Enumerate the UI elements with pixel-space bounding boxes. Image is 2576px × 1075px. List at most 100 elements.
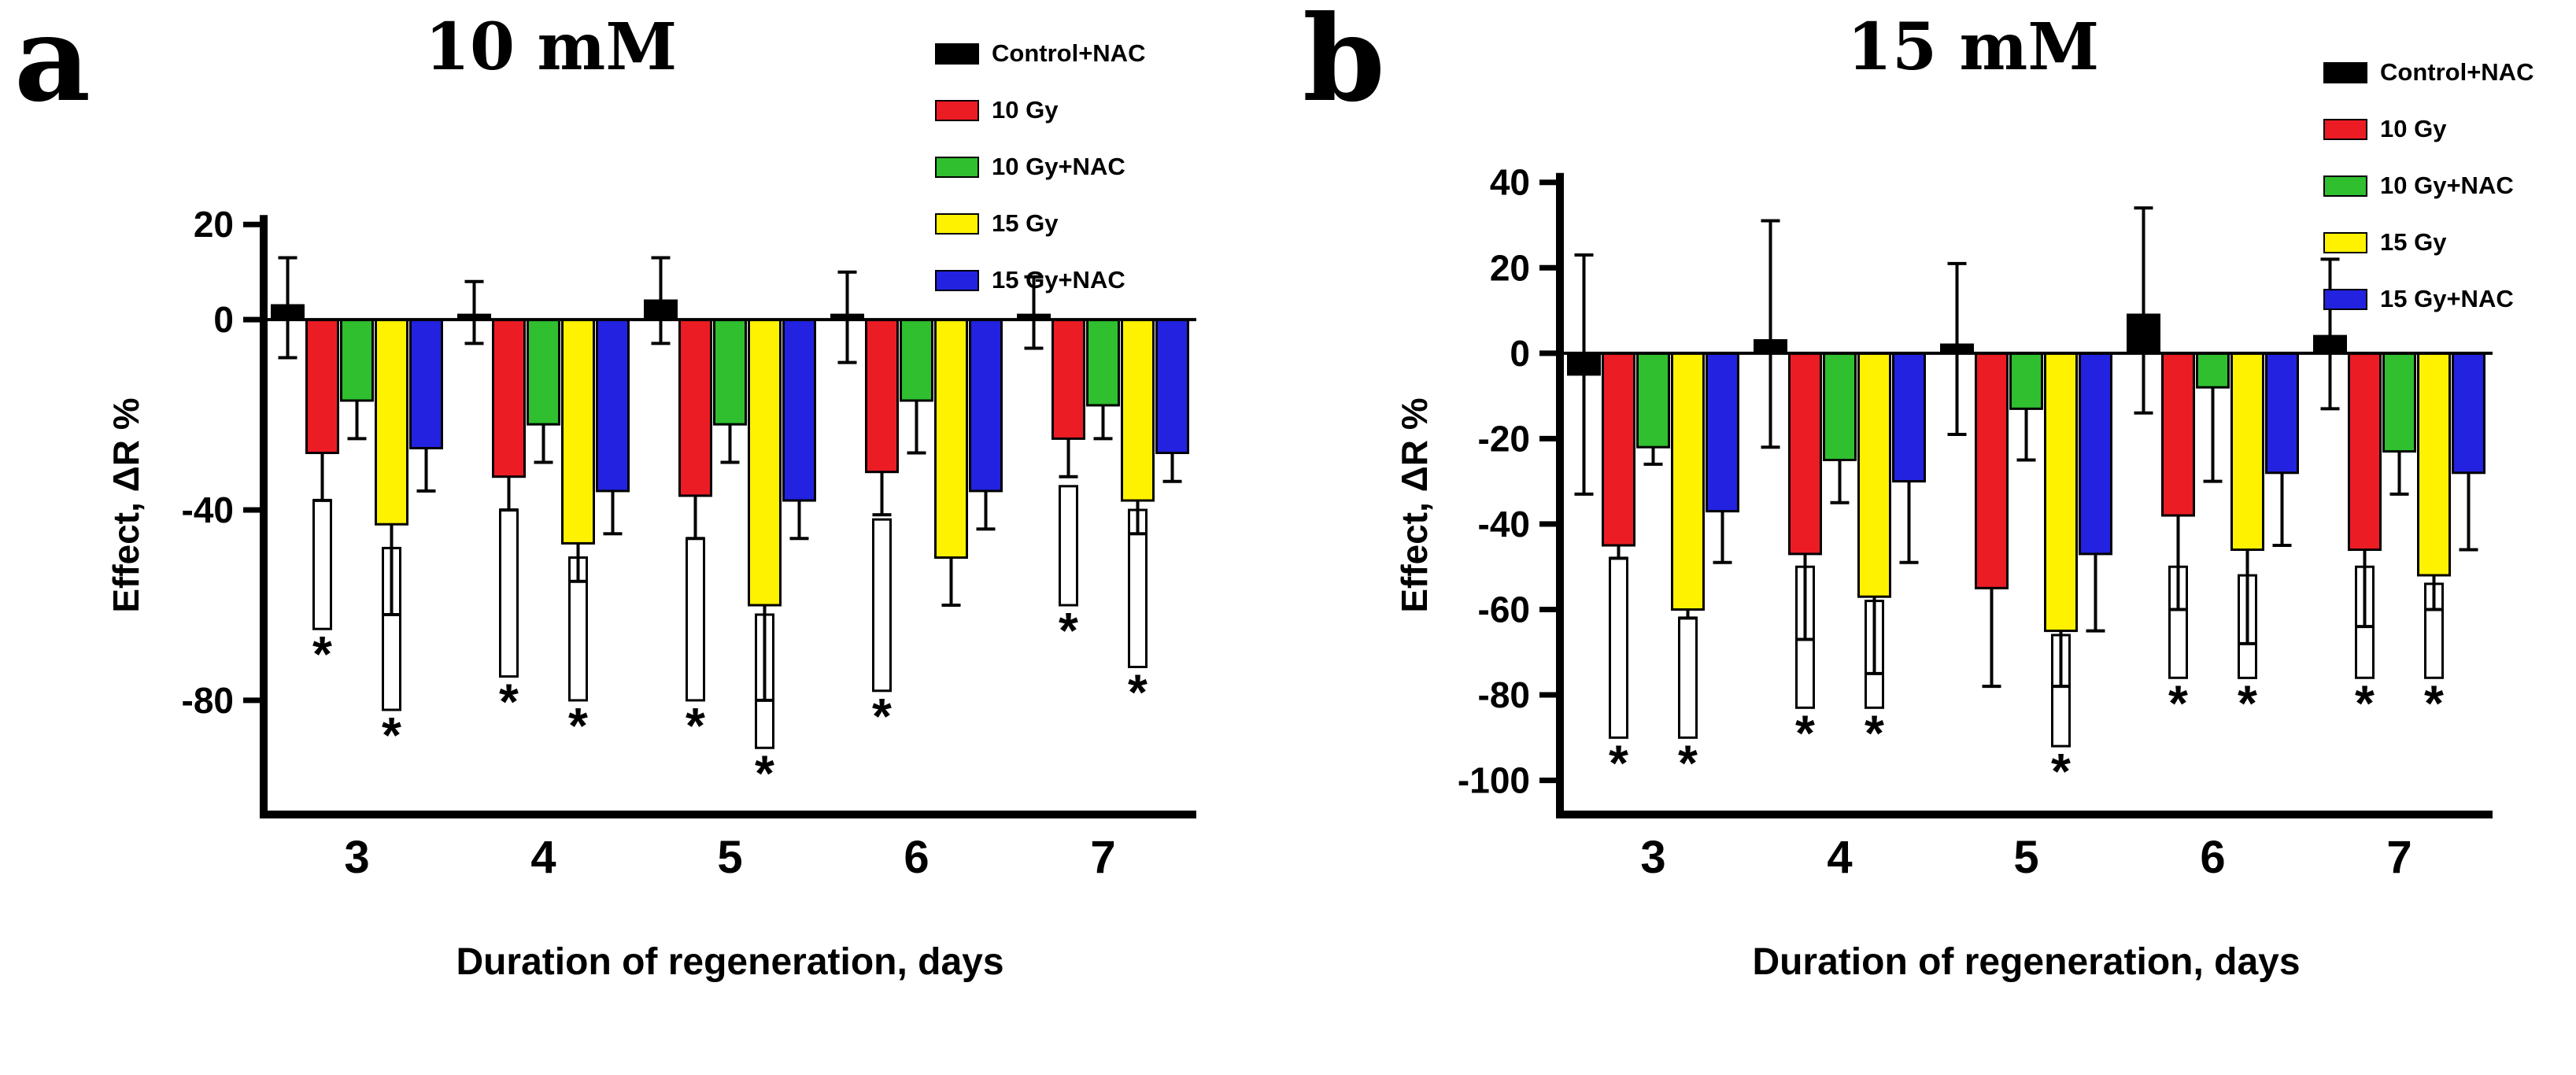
legend-item-15-gy: 15 Gy (2323, 228, 2533, 257)
bar-10-gy-day7 (2348, 352, 2382, 551)
significance-bracket (686, 537, 705, 702)
bar-15-gy-nac-day3 (1706, 352, 1739, 513)
y-tick-label: 20 (194, 204, 234, 245)
bar-15-gy-day6 (2230, 352, 2264, 551)
bar-10-gy-day3 (305, 318, 339, 455)
significance-star: * (568, 697, 588, 754)
significance-star: * (2051, 743, 2071, 800)
legend-item-10-gy: 10 Gy (2323, 115, 2533, 143)
significance-star: * (686, 697, 705, 754)
x-tick-label: 7 (2386, 832, 2412, 883)
bar-10-gy-nac-day7 (1086, 318, 1120, 407)
significance-star: * (2238, 674, 2257, 731)
bar-15-gy-nac-day6 (969, 318, 1003, 493)
x-tick-label: 3 (1640, 832, 1665, 883)
x-tick-label: 5 (2013, 832, 2038, 883)
bar-10-gy-nac-day3 (340, 318, 374, 402)
legend-label: Control+NAC (992, 39, 1146, 67)
bar-10-gy-nac-day6 (2196, 352, 2230, 389)
significance-star: * (1795, 704, 1815, 761)
legend-label: 10 Gy (992, 96, 1059, 124)
significance-star: * (1865, 704, 1884, 761)
x-axis-title-b: Duration of regeneration, days (1752, 941, 2301, 983)
panel-letter-a: a (14, 0, 91, 128)
y-tick-label: 40 (1490, 162, 1530, 203)
legend-item-15-gy-nac: 15 Gy+NAC (2323, 285, 2533, 313)
legend-label: 10 Gy+NAC (2380, 172, 2514, 199)
legend-label: 10 Gy (2380, 115, 2447, 142)
significance-star: * (499, 674, 519, 730)
bar-15-gy-day6 (934, 318, 968, 559)
significance-star: * (382, 707, 401, 763)
y-tick-label: -100 (1458, 760, 1530, 801)
significance-bracket (499, 508, 519, 678)
legend-b: Control+NAC 10 Gy 10 Gy+NAC 15 Gy 15 Gy+NAC (2323, 58, 2533, 313)
x-tick-label: 4 (530, 832, 556, 883)
bar-15-gy-day3 (375, 318, 408, 526)
significance-bracket (312, 499, 332, 630)
bar-15-gy-day7 (2417, 352, 2451, 577)
y-tick-label: -40 (1478, 504, 1530, 545)
panel-title-15mm: 15 mM (1846, 9, 2100, 85)
bar-10-gy-nac-day6 (900, 318, 933, 402)
bar-10-gy-nac-day4 (527, 318, 560, 426)
legend-swatch-icon (935, 156, 979, 178)
y-tick-label: 20 (1490, 247, 1530, 288)
bar-15-gy-nac-day3 (409, 318, 443, 450)
y-tick-label: -20 (1478, 418, 1530, 459)
y-axis-title-a: Effect, ΔR % (105, 397, 146, 613)
legend-swatch-icon (935, 269, 979, 291)
bar-15-gy-nac-day4 (1892, 352, 1926, 483)
significance-star: * (1609, 734, 1628, 791)
significance-star: * (2168, 674, 2188, 731)
y-tick-label: -40 (182, 489, 234, 530)
legend-item-control-nac: Control+NAC (935, 39, 1145, 68)
bar-10-gy-day7 (1051, 318, 1085, 440)
bar-15-gy-day7 (1121, 318, 1155, 502)
legend-swatch-icon (2323, 231, 2367, 253)
bar-15-gy-day5 (748, 318, 782, 607)
significance-star: * (872, 688, 892, 744)
x-tick-label: 7 (1090, 832, 1115, 883)
significance-bracket (1609, 556, 1628, 739)
legend-swatch-icon (935, 212, 979, 235)
significance-star: * (2355, 674, 2375, 731)
x-tick-label: 3 (344, 832, 369, 883)
bar-10-gy-nac-day7 (2382, 352, 2416, 453)
legend-swatch-icon (935, 99, 979, 121)
panel-letter-b: b (1303, 0, 1385, 128)
x-tick-label: 6 (2200, 832, 2225, 883)
chart-b-plot: * * * * * * * * * 40 20 0 -20 -40 -60 -80 -100 3 4 5 6 7 (1458, 162, 2493, 883)
bar-15-gy-day4 (561, 318, 595, 545)
significance-bracket (872, 518, 892, 693)
legend-item-10-gy: 10 Gy (935, 96, 1145, 124)
bar-15-gy-nac-day4 (596, 318, 630, 493)
significance-star: * (1128, 664, 1148, 721)
legend-swatch-icon (2323, 175, 2367, 197)
bar-10-gy-nac-day4 (1823, 352, 1857, 461)
bar-10-gy-day5 (678, 318, 712, 497)
legend-swatch-icon (2323, 61, 2367, 83)
x-tick-label: 5 (717, 832, 742, 883)
significance-bracket (1059, 485, 1078, 607)
significance-star: * (2424, 674, 2444, 731)
significance-star: * (755, 744, 774, 801)
legend-item-10-gy-nac: 10 Gy+NAC (2323, 172, 2533, 200)
bar-15-gy-day4 (1857, 352, 1891, 598)
legend-label: 15 Gy+NAC (2380, 285, 2514, 312)
chart-a-plot: * * * * * * * * * 20 0 -40 -80 3 4 5 6 7 (182, 204, 1196, 883)
legend-label: 15 Gy (992, 209, 1059, 237)
y-tick-label: -80 (182, 680, 234, 721)
bar-10-gy-day5 (1975, 352, 2009, 589)
bar-15-gy-nac-day5 (782, 318, 816, 502)
bar-10-gy-nac-day5 (713, 318, 747, 426)
significance-star: * (312, 626, 332, 682)
significance-star: * (1678, 734, 1698, 791)
bar-15-gy-nac-day5 (2079, 352, 2112, 556)
bar-10-gy-nac-day3 (1636, 352, 1670, 449)
bar-10-gy-day4 (492, 318, 526, 478)
bar-15-gy-nac-day6 (2265, 352, 2299, 475)
y-tick-label: -60 (1478, 589, 1530, 630)
panel-title-10mm: 10 mM (424, 9, 678, 85)
